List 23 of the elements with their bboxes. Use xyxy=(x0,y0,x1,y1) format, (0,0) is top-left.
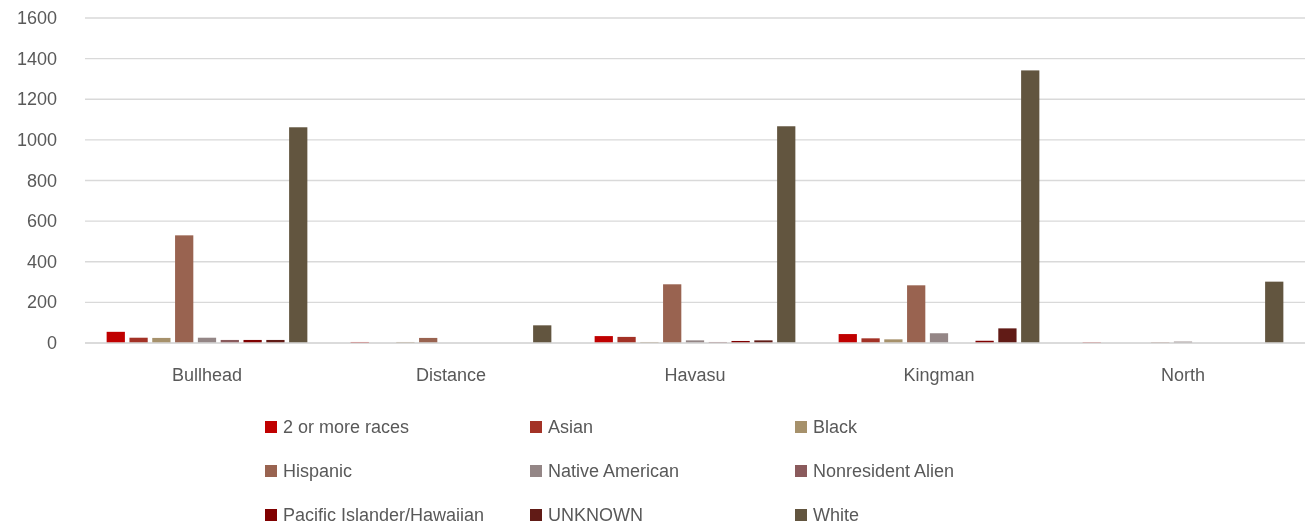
x-tick-label: Bullhead xyxy=(171,365,243,385)
y-tick-label: 800 xyxy=(26,170,57,191)
legend-label: Hispanic xyxy=(283,461,353,481)
x-tick-label: Havasu xyxy=(664,365,726,385)
x-tick-label: Kingman xyxy=(903,365,975,385)
x-tick-label: North xyxy=(1160,365,1206,385)
legend-label: Native American xyxy=(548,461,680,481)
legend-label: Nonresident Alien xyxy=(813,461,955,481)
legend-label: White xyxy=(813,505,860,525)
y-tick-label: 1200 xyxy=(16,89,57,110)
y-tick-label: 0 xyxy=(46,333,57,353)
x-tick-label: Distance xyxy=(415,365,487,385)
y-tick-label: 400 xyxy=(26,251,57,272)
legend-label: 2 or more races xyxy=(283,417,410,437)
y-tick-label: 1000 xyxy=(16,129,57,150)
legend-label: Black xyxy=(813,417,859,437)
legend-label: UNKNOWN xyxy=(548,505,643,525)
y-tick-label: 600 xyxy=(26,211,57,232)
legend-label: Pacific Islander/Hawaiian xyxy=(283,505,485,525)
y-tick-label: 200 xyxy=(26,292,57,313)
y-tick-label: 1600 xyxy=(16,8,57,28)
y-tick-label: 1400 xyxy=(16,48,57,69)
legend-label: Asian xyxy=(548,417,594,437)
